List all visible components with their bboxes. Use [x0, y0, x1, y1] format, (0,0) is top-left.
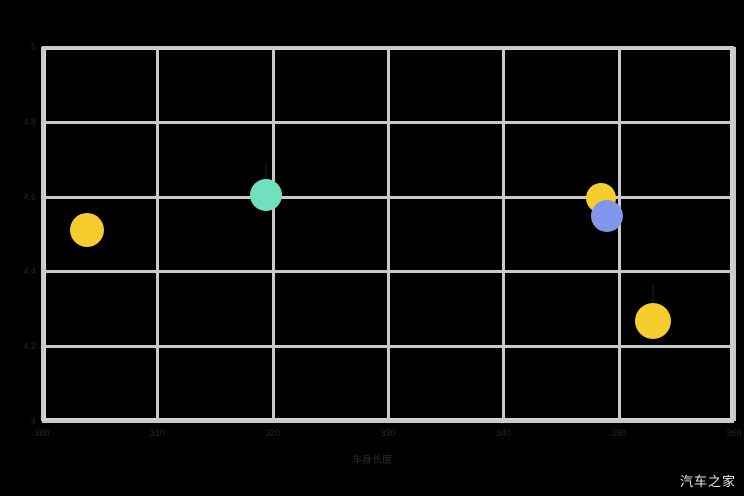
x-tick-label: 320 — [265, 428, 281, 438]
x-tick-label: 300 — [34, 428, 50, 438]
x-tick-label: 340 — [495, 428, 511, 438]
x-axis-title: 车身长度 — [352, 455, 392, 466]
point-leader-line — [264, 163, 267, 180]
point-leader-line — [652, 284, 655, 303]
plot-area — [41, 46, 736, 423]
x-tick-label: 360 — [726, 428, 742, 438]
gridline-vertical — [502, 47, 506, 421]
axis-spine-left — [42, 47, 46, 421]
y-tick-label: 4.4 — [23, 266, 36, 277]
data-point-bubble[interactable] — [69, 212, 104, 247]
gridline-vertical — [387, 47, 390, 421]
axis-spine-right — [730, 47, 734, 421]
y-tick-label: 5 — [30, 42, 36, 52]
gridline-horizontal — [42, 420, 734, 423]
gridline-vertical — [156, 47, 160, 421]
y-tick-label: 4.6 — [23, 191, 36, 202]
y-tick-label: 4.8 — [23, 116, 36, 127]
watermark-autohome: 汽车之家 — [679, 474, 736, 489]
y-tick-label: 4.2 — [23, 341, 36, 352]
data-point-bubble[interactable] — [249, 179, 282, 212]
data-point-bubble[interactable] — [591, 200, 624, 233]
x-tick-label: 330 — [380, 428, 396, 438]
data-point-bubble[interactable] — [635, 302, 672, 339]
x-tick-label: 350 — [611, 428, 627, 438]
gridline-vertical — [41, 47, 44, 421]
y-tick-label: 4 — [30, 416, 36, 426]
gridline-vertical — [617, 47, 621, 421]
x-tick-label: 310 — [149, 428, 165, 438]
gridline-vertical — [271, 47, 275, 421]
gridline-vertical — [733, 47, 736, 421]
